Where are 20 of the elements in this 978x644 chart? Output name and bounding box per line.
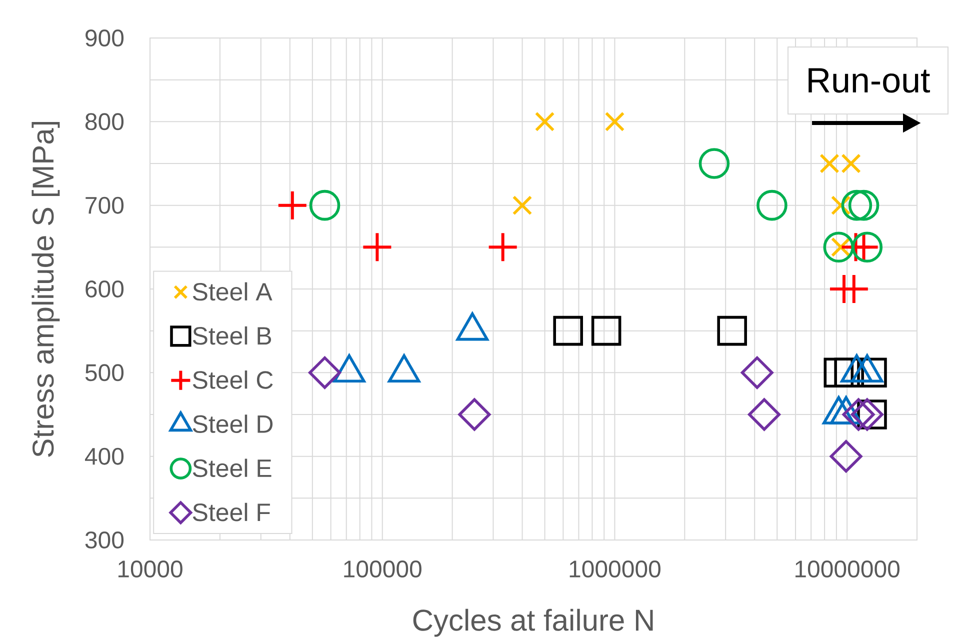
legend-label: Steel F [192, 502, 270, 522]
x-axis-title: Cycles at failure N [413, 608, 653, 637]
y-tick-label: 500 [85, 364, 124, 382]
y-tick-label: 600 [86, 280, 124, 298]
legend-label: Steel C [192, 370, 273, 389]
legend-label: Steel A [192, 282, 272, 301]
legend-label: Steel E [192, 458, 272, 478]
y-tick-label: 300 [85, 532, 124, 548]
legend-label: Steel B [192, 326, 272, 345]
y-tick-label: 400 [84, 448, 124, 465]
x-tick-label: 10000000 [796, 560, 900, 578]
x-tick-label: 10000 [118, 560, 182, 578]
x-tick-label: 100000 [344, 560, 422, 578]
x-tick-label: 1000000 [570, 560, 660, 578]
annotation: Run-out [808, 68, 930, 93]
legend-label: Steel D [192, 414, 273, 433]
y-tick-label: 700 [86, 196, 124, 214]
y-tick-label: 900 [86, 30, 124, 46]
y-axis-title: Stress amplitude S [MPa] [32, 122, 60, 457]
y-tick-label: 800 [85, 113, 124, 130]
